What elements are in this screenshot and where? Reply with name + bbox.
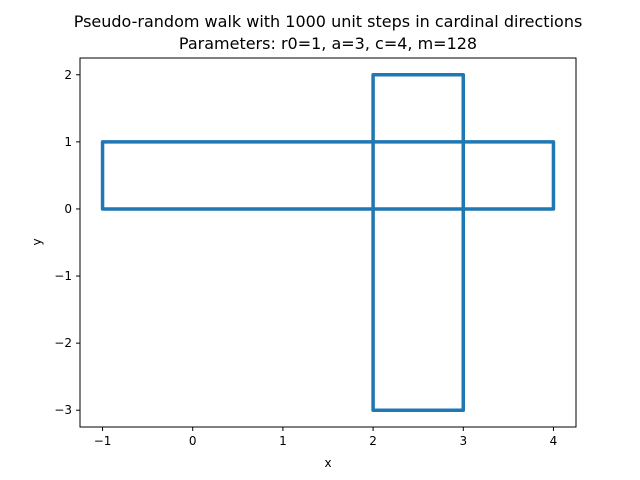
x-axis-label: x: [324, 456, 331, 470]
y-axis: −3 −2 −1 0 1 2: [54, 68, 80, 417]
x-tick-label: 1: [279, 434, 287, 448]
y-tick-label: −1: [54, 269, 72, 283]
chart-subtitle: Parameters: r0=1, a=3, c=4, m=128: [179, 34, 477, 53]
series-layer: [100, 73, 556, 412]
x-tick-label: 2: [369, 434, 377, 448]
x-tick-label: 0: [189, 434, 197, 448]
x-tick-label: −1: [94, 434, 112, 448]
y-axis-label: y: [30, 238, 44, 245]
x-axis: −1 0 1 2 3 4: [94, 427, 558, 448]
y-tick-label: 2: [64, 68, 72, 82]
y-tick-label: 1: [64, 135, 72, 149]
y-tick-label: −3: [54, 403, 72, 417]
x-tick-label: 4: [550, 434, 558, 448]
x-tick-label: 3: [459, 434, 467, 448]
y-tick-label: −2: [54, 336, 72, 350]
y-tick-label: 0: [64, 202, 72, 216]
chart-title: Pseudo-random walk with 1000 unit steps …: [74, 12, 583, 31]
plot-area: [79, 57, 577, 428]
series-line-0: [100, 73, 556, 412]
